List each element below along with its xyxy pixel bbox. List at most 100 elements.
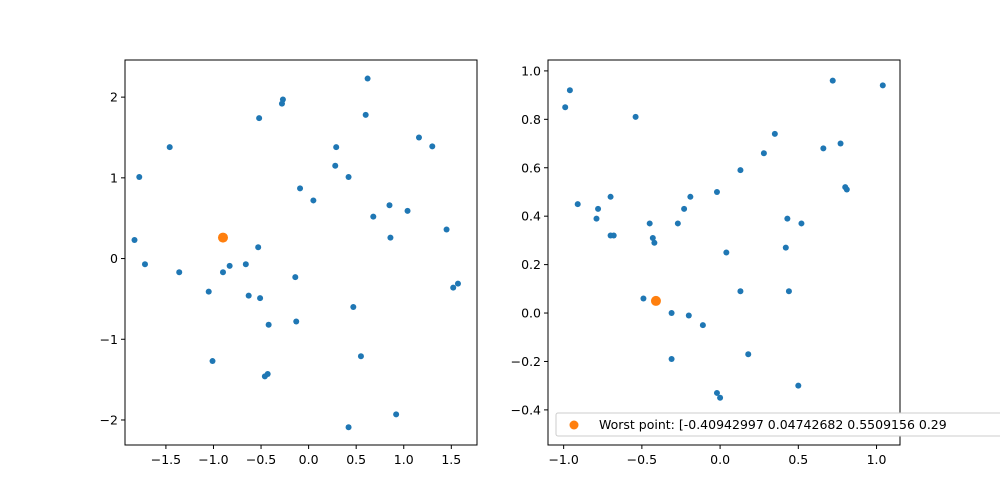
left-data-point-13: [310, 197, 317, 204]
left-x-tick-label: 0.0: [299, 452, 319, 467]
right-y-tick-label: 1.0: [521, 63, 541, 78]
left-data-point-17: [443, 226, 450, 233]
right-data-point-2: [829, 77, 836, 84]
right-axes-frame: [547, 59, 901, 446]
right-data-point-15: [574, 201, 581, 208]
legend: Worst point: [-0.40942997 0.04742682 0.5…: [555, 412, 1000, 437]
right-data-point-30: [785, 288, 792, 295]
left-x-tick-label: 1.5: [441, 452, 461, 467]
left-data-point-33: [265, 321, 272, 328]
left-y-tick-label: 2: [110, 90, 118, 105]
right-y-tick-label: 0.6: [521, 160, 541, 175]
left-data-point-20: [255, 244, 262, 251]
right-data-point-22: [798, 220, 805, 227]
right-data-point-37: [795, 382, 802, 389]
left-data-point-2: [278, 100, 285, 107]
left-data-point-22: [226, 262, 233, 269]
legend-label: Worst point: [-0.40942997 0.04742682 0.5…: [599, 417, 947, 432]
left-data-point-3: [256, 115, 263, 122]
left-data-point-40: [345, 424, 352, 431]
right-data-point-6: [837, 140, 844, 147]
right-data-point-24: [610, 232, 617, 239]
right-x-tick-label: −1.0: [548, 452, 578, 467]
right-data-point-4: [632, 113, 639, 120]
right-data-point-16: [595, 205, 602, 212]
right-data-point-9: [737, 167, 744, 174]
left-data-point-34: [293, 318, 300, 325]
left-x-tick-label: −1.5: [151, 452, 181, 467]
left-data-point-38: [264, 370, 271, 377]
right-data-point-35: [745, 351, 752, 358]
right-data-point-32: [668, 310, 675, 317]
right-y-tick-label: 0.8: [521, 112, 541, 127]
right-data-point-27: [782, 244, 789, 251]
right-data-point-38: [713, 389, 720, 396]
left-data-point-5: [166, 144, 173, 151]
right-data-point-5: [771, 130, 778, 137]
left-scatter-plot: −1.5 −1.0 −0.5 0.0 0.5 1.0 1.5 −2 −1 0 1 2: [100, 59, 478, 467]
left-data-point-7: [415, 134, 422, 141]
right-data-point-19: [784, 215, 791, 222]
left-data-point-12: [297, 185, 304, 192]
right-x-tick-label: 0.5: [788, 452, 808, 467]
left-data-point-8: [429, 143, 436, 150]
left-data-point-11: [345, 174, 352, 181]
left-data-point-16: [404, 207, 411, 214]
right-data-point-28: [723, 249, 730, 256]
left-data-point-14: [386, 202, 393, 209]
right-data-point-17: [681, 205, 688, 212]
left-y-tick-label: 0: [110, 251, 118, 266]
right-data-point-20: [646, 220, 653, 227]
right-data-point-3: [879, 82, 886, 89]
right-data-point-25: [649, 234, 656, 241]
left-data-point-4: [362, 111, 369, 118]
left-x-tick-label: −0.5: [246, 452, 276, 467]
right-data-point-36: [668, 356, 675, 363]
left-data-point-28: [454, 280, 461, 287]
legend-worst-point-marker: [569, 420, 579, 430]
right-data-point-14: [687, 193, 694, 200]
left-data-point-6: [333, 144, 340, 151]
left-y-tick-label: −1: [100, 332, 118, 347]
left-data-point-35: [357, 353, 364, 360]
left-data-point-9: [136, 174, 143, 181]
left-data-point-29: [205, 288, 212, 295]
left-data-point-26: [292, 274, 299, 281]
left-data-point-15: [370, 213, 377, 220]
left-data-point-32: [350, 303, 357, 310]
right-y-tick-label: 0.0: [521, 306, 541, 321]
left-data-point-31: [257, 295, 264, 302]
left-data-point-18: [387, 234, 394, 241]
right-y-tick-label: 0.4: [521, 209, 541, 224]
right-data-point-7: [820, 145, 827, 152]
right-data-point-21: [674, 220, 681, 227]
right-data-point-31: [640, 295, 647, 302]
right-x-tick-label: 1.0: [867, 452, 887, 467]
right-x-tick-label: 0.0: [710, 452, 730, 467]
right-data-point-18: [593, 215, 600, 222]
right-data-point-8: [760, 150, 767, 157]
right-data-point-12: [713, 188, 720, 195]
left-y-tick-label: −2: [100, 412, 118, 427]
left-x-tick-label: 1.0: [394, 452, 414, 467]
legend-box: [555, 412, 1000, 437]
left-worst-point: [217, 232, 228, 243]
left-x-tick-label: −1.0: [198, 452, 228, 467]
right-y-tick-label: −0.4: [511, 402, 541, 417]
right-data-point-1: [562, 104, 569, 111]
right-data-point-39: [717, 394, 724, 401]
right-data-point-11: [843, 186, 850, 193]
left-data-point-30: [245, 292, 252, 299]
left-y-tick-label: 1: [110, 170, 118, 185]
left-data-point-36: [209, 358, 216, 365]
right-scatter-plot: −1.0 −0.5 0.0 0.5 1.0 −0.4 −0.2 0.0 0.2 0.4 0.6 0.8…: [511, 59, 901, 467]
left-data-point-19: [131, 236, 138, 243]
right-y-tick-label: 0.2: [521, 257, 541, 272]
right-data-point-33: [685, 312, 692, 319]
left-data-point-24: [219, 269, 226, 276]
right-data-point-29: [737, 288, 744, 295]
left-data-point-21: [141, 261, 148, 268]
left-data-point-39: [393, 411, 400, 418]
right-y-tick-label: −0.2: [511, 354, 541, 369]
